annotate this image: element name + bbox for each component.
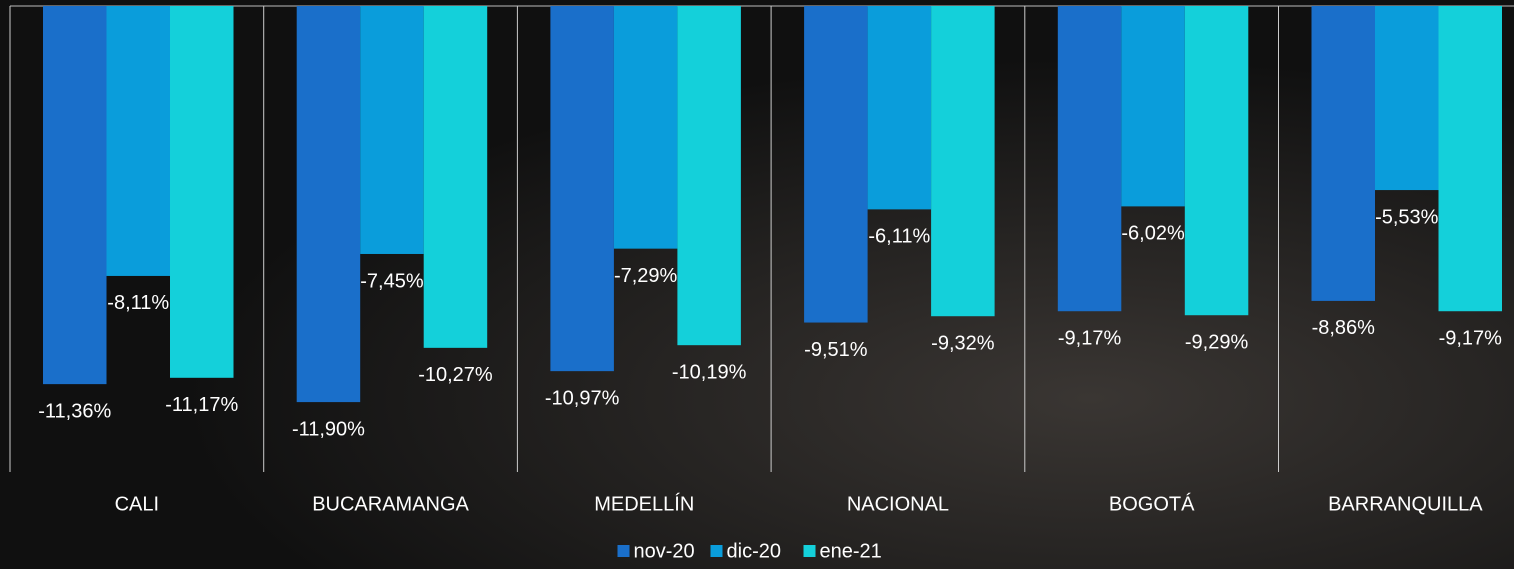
bar [931,6,995,317]
value-label: -10,19% [672,361,747,383]
bar [1375,6,1439,191]
value-label: -9,32% [931,333,995,355]
value-label: -8,86% [1312,317,1376,339]
value-label: -11,90% [292,418,365,440]
x-tick-label: MEDELLÍN [594,492,694,515]
bar [1121,6,1185,207]
value-label: -7,45% [360,270,424,292]
bar [170,6,234,378]
bar [550,6,614,372]
legend-label: nov-20 [634,540,695,562]
value-label: -9,17% [1439,328,1503,350]
value-label: -9,29% [1185,332,1249,354]
legend-label: dic-20 [727,540,781,562]
bar [677,6,741,346]
bar [423,6,488,348]
x-tick-label: BARRANQUILLA [1328,493,1483,515]
legend-swatch [710,545,723,557]
bar [296,6,361,403]
value-label: -10,97% [545,387,620,409]
bar [867,6,932,210]
bar [360,6,424,254]
value-label: -10,27% [418,364,493,386]
value-label: -9,51% [804,339,868,361]
bar [1184,6,1249,316]
value-label: -6,02% [1121,223,1185,245]
bar [106,6,170,276]
bar [1057,6,1122,312]
value-label: -11,17% [165,394,238,416]
value-label: -5,53% [1375,206,1439,228]
x-tick-label: CALI [115,493,159,515]
x-tick-label: BUCARAMANGA [312,493,469,515]
value-label: -6,11% [868,226,930,248]
bar [804,6,868,323]
value-label: -11,36% [38,400,111,422]
value-label: -8,11% [107,292,169,314]
bar [43,6,107,385]
x-tick-label: NACIONAL [847,493,949,515]
legend-swatch [617,545,630,557]
bar [1311,6,1375,301]
legend-label: ene-21 [820,540,882,562]
bar [613,6,678,249]
value-label: -9,17% [1058,328,1122,350]
bar [1438,6,1502,312]
value-label: -7,29% [614,265,678,287]
x-tick-label: BOGOTÁ [1109,492,1195,515]
legend-swatch [803,545,816,557]
